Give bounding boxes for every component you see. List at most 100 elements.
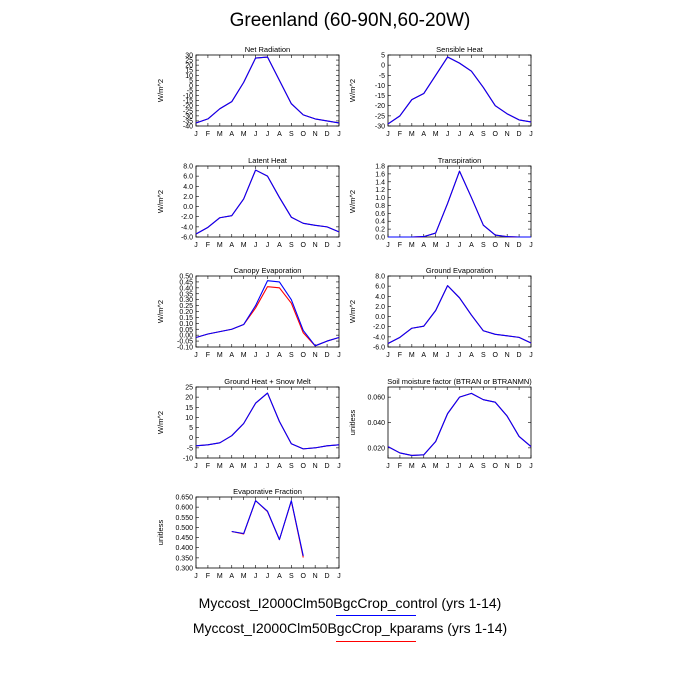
y-tick-label: -0.05 — [177, 339, 193, 346]
x-tick-label: F — [398, 463, 402, 470]
y-tick-label: 0 — [381, 63, 385, 70]
y-tick-label: 0.020 — [367, 445, 385, 452]
x-tick-label: J — [446, 242, 450, 249]
y-tick-label: 1.6 — [375, 171, 385, 178]
y-axis-label: unitless — [348, 410, 357, 436]
series-line-control — [387, 285, 532, 344]
y-tick-label: 25 — [185, 58, 193, 65]
y-tick-label: 0.060 — [367, 395, 385, 402]
y-tick-label: -10 — [183, 456, 193, 463]
x-tick-label: J — [458, 463, 462, 470]
x-tick-label: J — [254, 131, 258, 138]
y-axis-label: W/m^2 — [348, 79, 357, 102]
y-axis-label: W/m^2 — [348, 300, 357, 323]
panel-title: Ground Evaporation — [426, 266, 493, 275]
y-axis-label: W/m^2 — [156, 300, 165, 323]
x-tick-label: D — [517, 242, 522, 249]
x-tick-label: F — [206, 242, 210, 249]
y-tick-label: -30 — [375, 124, 385, 131]
y-tick-label: 0.0 — [183, 204, 193, 211]
y-tick-label: 0.400 — [175, 545, 193, 552]
x-tick-label: A — [277, 352, 282, 359]
y-tick-label: -4.0 — [181, 224, 193, 231]
x-tick-label: M — [433, 352, 439, 359]
x-tick-label: M — [217, 131, 223, 138]
y-tick-label: 0.8 — [375, 203, 385, 210]
x-tick-label: N — [313, 352, 318, 359]
y-tick-label: 20 — [185, 395, 193, 402]
plot-frame — [387, 165, 532, 238]
y-tick-label: 0.0 — [375, 314, 385, 321]
x-tick-label: M — [217, 352, 223, 359]
x-tick-label: A — [469, 352, 474, 359]
x-tick-label: F — [398, 131, 402, 138]
x-tick-label: J — [194, 242, 198, 249]
y-tick-label: 1.2 — [375, 187, 385, 194]
panel-title: Sensible Heat — [436, 45, 484, 54]
panel-title: Ground Heat + Snow Melt — [224, 377, 311, 386]
x-tick-label: S — [481, 242, 486, 249]
x-tick-label: J — [446, 352, 450, 359]
y-tick-label: -15 — [375, 93, 385, 100]
x-tick-label: J — [337, 242, 341, 249]
y-tick-label: 0.6 — [375, 211, 385, 218]
y-tick-label: -0.10 — [177, 345, 193, 352]
x-tick-label: J — [194, 573, 198, 580]
x-tick-label: D — [325, 352, 330, 359]
series-line-kparams — [195, 169, 340, 235]
series-line-kparams — [387, 392, 532, 457]
x-tick-label: D — [517, 352, 522, 359]
figure-title: Greenland (60-90N,60-20W) — [229, 10, 471, 31]
x-tick-label: M — [241, 131, 247, 138]
x-tick-label: M — [241, 463, 247, 470]
y-tick-label: 1.8 — [375, 164, 385, 171]
x-tick-label: A — [229, 573, 234, 580]
series-line-kparams — [195, 286, 340, 347]
x-tick-label: F — [206, 131, 210, 138]
plot-frame — [195, 54, 340, 127]
x-tick-label: J — [254, 463, 258, 470]
x-tick-label: M — [433, 242, 439, 249]
y-tick-label: 25 — [185, 385, 193, 392]
x-tick-label: S — [289, 242, 294, 249]
x-tick-label: J — [266, 131, 270, 138]
y-tick-label: 20 — [185, 63, 193, 70]
series-line-kparams — [195, 56, 340, 124]
legend-control-swatch — [336, 615, 416, 616]
y-tick-label: 0.450 — [175, 535, 193, 542]
x-tick-label: N — [505, 463, 510, 470]
y-tick-label: -5 — [187, 88, 193, 95]
x-tick-label: J — [337, 352, 341, 359]
x-tick-label: M — [241, 573, 247, 580]
x-tick-label: J — [194, 352, 198, 359]
y-tick-label: 0.500 — [175, 525, 193, 532]
x-tick-label: A — [421, 352, 426, 359]
x-tick-label: N — [505, 242, 510, 249]
y-tick-label: 0.600 — [175, 505, 193, 512]
y-tick-label: 10 — [185, 415, 193, 422]
x-tick-label: O — [301, 242, 307, 249]
y-axis-label: W/m^2 — [156, 190, 165, 213]
panel-title: Latent Heat — [248, 156, 288, 165]
series-line-kparams — [387, 285, 532, 344]
x-tick-label: J — [529, 352, 533, 359]
x-tick-label: N — [313, 131, 318, 138]
x-tick-label: J — [266, 242, 270, 249]
x-tick-label: M — [433, 463, 439, 470]
x-tick-label: O — [493, 131, 499, 138]
x-tick-label: O — [493, 463, 499, 470]
x-tick-label: A — [421, 131, 426, 138]
x-tick-label: J — [386, 463, 390, 470]
x-tick-label: A — [277, 573, 282, 580]
x-tick-label: J — [266, 463, 270, 470]
x-tick-label: J — [529, 242, 533, 249]
x-tick-label: J — [194, 131, 198, 138]
y-tick-label: 4.0 — [183, 184, 193, 191]
y-tick-label: 6.0 — [375, 284, 385, 291]
x-tick-label: O — [301, 352, 307, 359]
y-tick-label: 0.25 — [179, 303, 193, 310]
y-tick-label: 0.040 — [367, 420, 385, 427]
y-tick-label: -20 — [183, 103, 193, 110]
x-tick-label: D — [325, 573, 330, 580]
x-tick-label: J — [254, 352, 258, 359]
